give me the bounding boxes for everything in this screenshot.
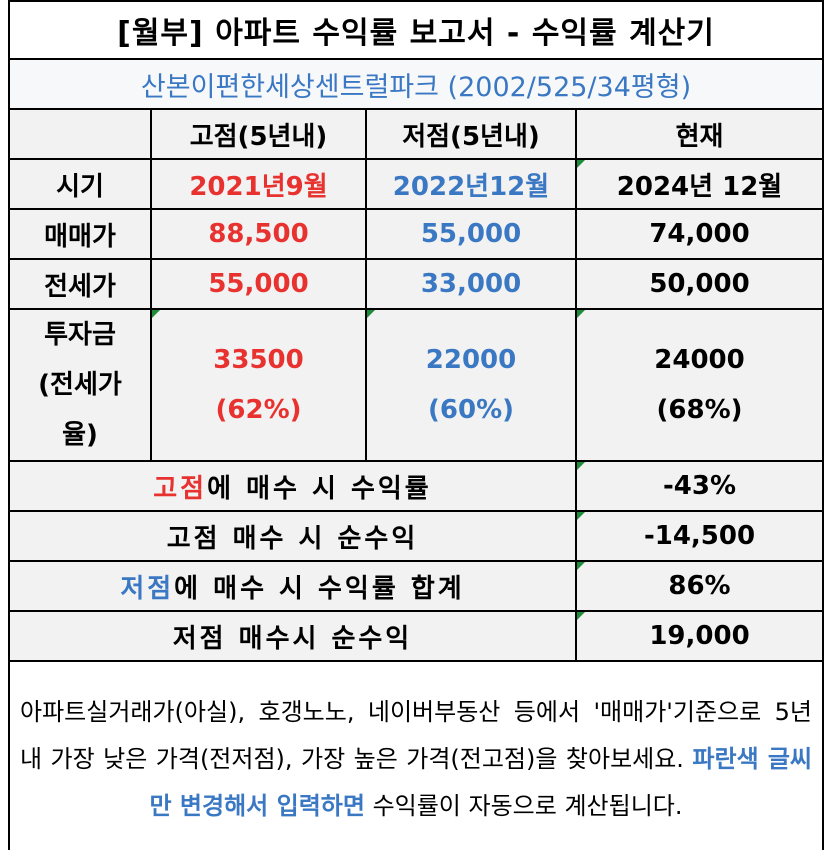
title: [월부] 아파트 수익률 보고서 - 수익률 계산기 [8,0,824,60]
label-text: 에 매수 시 수익률 합계 [174,573,465,604]
ratio: (62%) [215,395,302,425]
value-cell: 50,000 [575,258,824,310]
value-cell: 24000 (68%) [575,308,824,462]
result-label: 고점 매수 시 순수익 [8,510,577,562]
report-table: [월부] 아파트 수익률 보고서 - 수익률 계산기 산본이편한세상센트럴파크 … [8,0,824,850]
row-label: 전세가 [8,258,152,310]
note-text: 수익률이 자동으로 계산됩니다. [364,791,683,820]
note-emphasis: 파란색 글씨만 변경해서 입력하면 [149,744,813,820]
result-value: 86% [575,560,824,612]
result-value: -14,500 [575,510,824,562]
result-label: 저점 매수시 순수익 [8,610,577,662]
value-cell: 2021년9월 [150,158,367,210]
value-cell: 88,500 [150,208,367,260]
result-label: 저점에 매수 시 수익률 합계 [8,560,577,612]
value-cell: 33,000 [365,258,577,310]
value-cell: 2024년 12월 [575,158,824,210]
corner-cell [8,108,152,160]
value-cell: 33500 (62%) [150,308,367,462]
amount: 33500 [213,345,304,375]
value-cell: 55,000 [365,208,577,260]
note-text: 아파트실거래가(아실), 호갱노노, 네이버부동산 등에서 '매매가'기준으로 … [20,697,812,773]
header-cell: 저점(5년내) [365,108,577,160]
label-text: 에 매수 시 수익률 [207,473,432,504]
note: 아파트실거래가(아실), 호갱노노, 네이버부동산 등에서 '매매가'기준으로 … [8,660,824,850]
row-label: 시기 [8,158,152,210]
result-value: -43% [575,460,824,512]
amount: 22000 [425,345,517,375]
value-cell: 55,000 [150,258,367,310]
row-label: 투자금 (전세가율) [8,308,152,462]
row-label-text: 투자금 (전세가율) [38,320,122,450]
value-cell: 74,000 [575,208,824,260]
value-cell: 2022년12월 [365,158,577,210]
row-label: 매매가 [8,208,152,260]
subtitle: 산본이편한세상센트럴파크 (2002/525/34평형) [8,58,824,110]
result-label: 고점에 매수 시 수익률 [8,460,577,512]
header-cell: 고점(5년내) [150,108,367,160]
ratio: (60%) [428,395,514,425]
amount: 24000 [654,345,745,375]
highlight: 고점 [153,473,208,504]
header-cell: 현재 [575,108,824,160]
highlight: 저점 [120,573,175,604]
value-cell: 22000 (60%) [365,308,577,462]
result-value: 19,000 [575,610,824,662]
ratio: (68%) [656,395,743,425]
